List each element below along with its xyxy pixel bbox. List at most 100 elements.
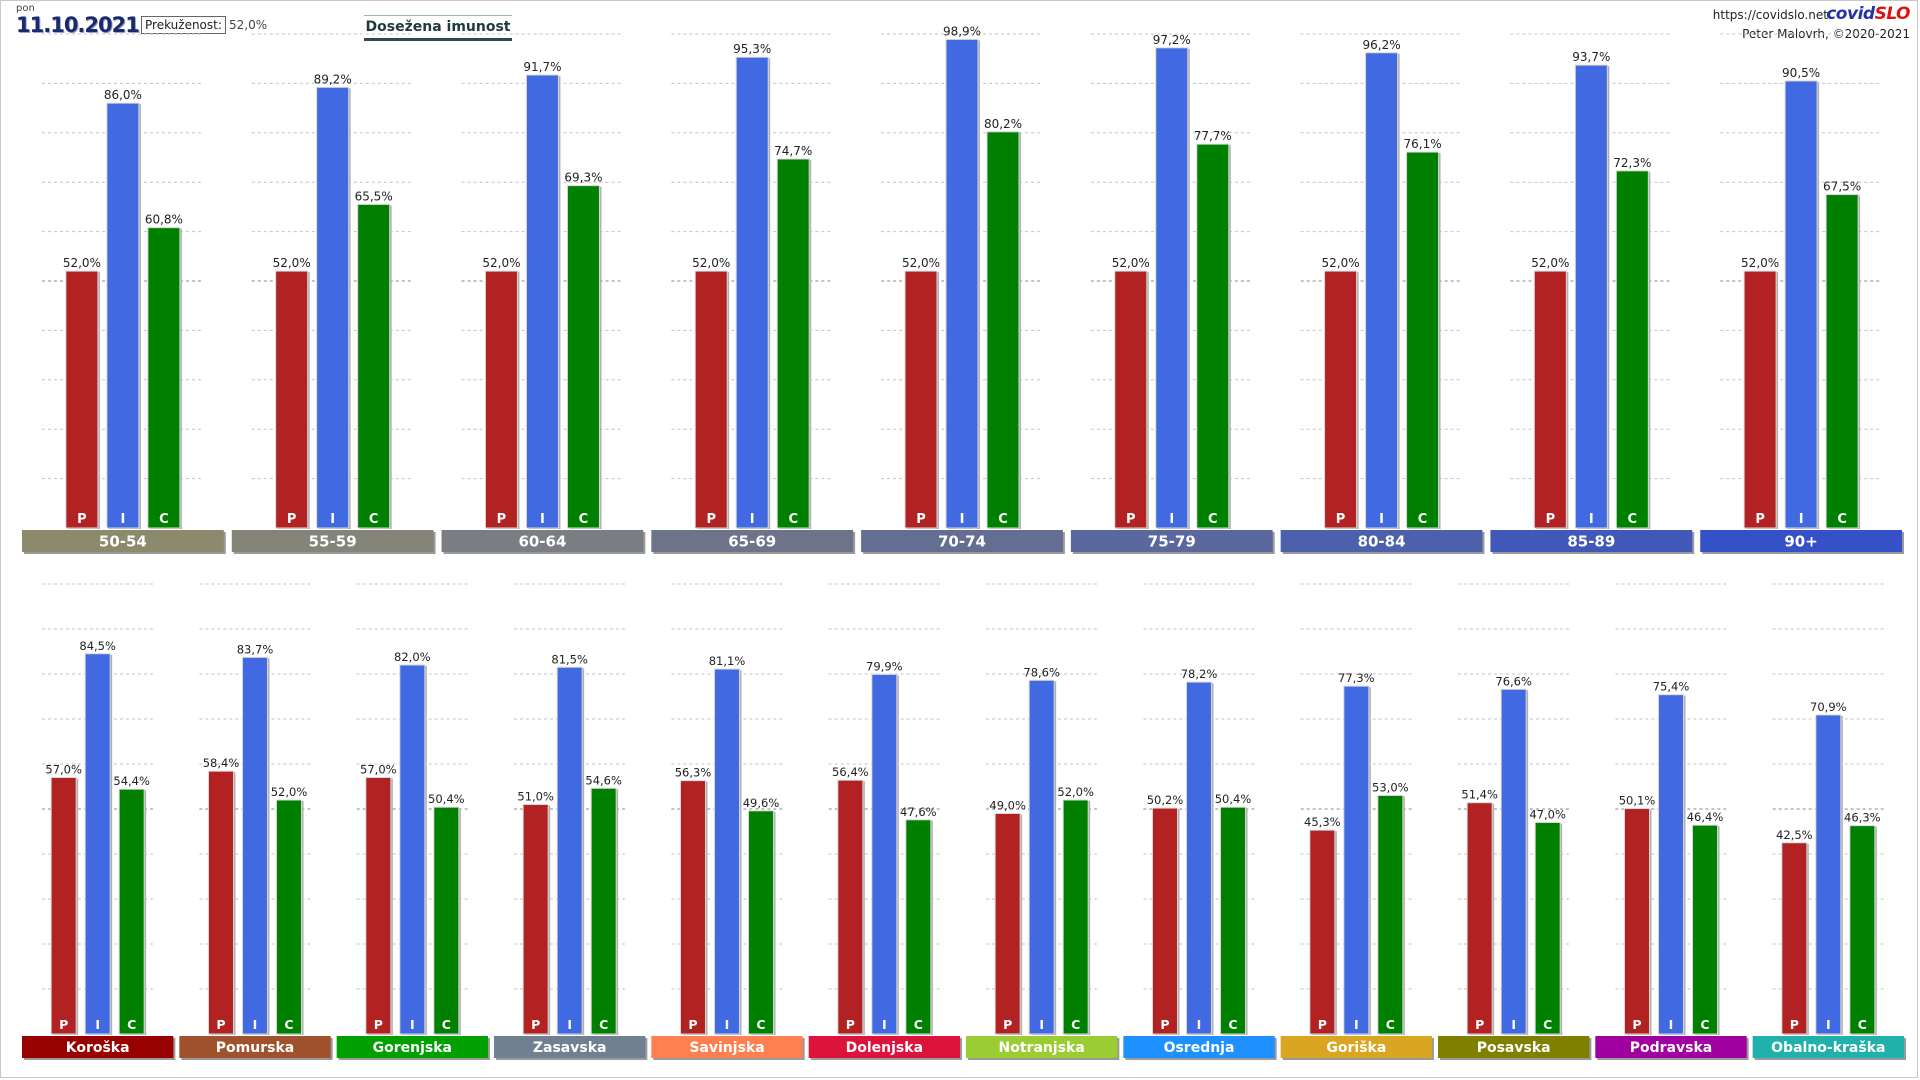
bar-letter: I: [1197, 1017, 1202, 1032]
bar-i-50-54: [106, 102, 140, 529]
bar-letter: P: [1160, 1017, 1169, 1032]
bar-c-75-79: [1196, 143, 1230, 529]
bar-p-60-64: [484, 270, 518, 529]
category-box-koroška: [22, 1036, 174, 1058]
bar-letter: P: [531, 1017, 540, 1032]
bar-p-85-89: [1533, 270, 1567, 529]
bar-c-podravska: [1692, 824, 1718, 1035]
prekuzenost-label: Prekuženost:: [141, 16, 226, 34]
data-label: 47,6%: [900, 805, 937, 819]
bar-c-gorenjska: [433, 806, 460, 1035]
data-label: 79,9%: [866, 659, 903, 673]
bar-letter: I: [1826, 1017, 1831, 1032]
category-box-goriška: [1280, 1036, 1432, 1058]
bar-letter: P: [1126, 512, 1136, 527]
bar-letter: C: [1071, 1017, 1080, 1032]
bar-letter: C: [1837, 512, 1847, 527]
bar-c-70-74: [986, 131, 1020, 529]
bar-i-obalno-kraška: [1815, 714, 1842, 1035]
data-label: 51,4%: [1461, 788, 1498, 802]
bar-c-zasavska: [590, 787, 617, 1035]
bar-letter: I: [410, 1017, 415, 1032]
data-label: 52,0%: [271, 785, 308, 799]
bar-letter: I: [1354, 1017, 1359, 1032]
data-label: 97,2%: [1153, 33, 1191, 47]
bar-letter: P: [374, 1017, 383, 1032]
bar-c-80-84: [1406, 151, 1440, 529]
bar-letter: I: [95, 1017, 100, 1032]
category-label: Obalno-kraška: [1771, 1040, 1885, 1056]
bar-letter: I: [1511, 1017, 1516, 1032]
bar-p-90-: [1743, 270, 1777, 529]
brand-logo-part2: SLO: [1874, 4, 1911, 24]
bar-p-gorenjska: [365, 777, 392, 1035]
data-label: 86,0%: [104, 88, 142, 102]
data-label: 65,5%: [355, 189, 393, 203]
bar-letter: I: [567, 1017, 572, 1032]
bar-letter: P: [1003, 1017, 1012, 1032]
bar-p-70-74: [904, 270, 938, 529]
category-box-notranjska: [966, 1036, 1118, 1058]
bar-p-55-59: [275, 270, 309, 529]
data-label: 50,4%: [1215, 792, 1252, 806]
bar-letter: C: [1418, 512, 1428, 527]
data-label: 50,2%: [1147, 793, 1184, 807]
data-label: 77,7%: [1194, 129, 1232, 143]
category-label: 80-84: [1358, 532, 1406, 550]
category-label: 90+: [1784, 532, 1817, 550]
data-label: 84,5%: [79, 639, 116, 653]
data-label: 81,5%: [551, 652, 588, 666]
bar-letter: I: [120, 512, 125, 527]
bar-letter: C: [1228, 1017, 1237, 1032]
bar-letter: C: [1386, 1017, 1395, 1032]
data-label: 80,2%: [984, 117, 1022, 131]
data-label: 74,7%: [774, 144, 812, 158]
bar-letter: I: [1669, 1017, 1674, 1032]
brand-logo: covidSLO: [1826, 4, 1910, 24]
category-label: 50-54: [99, 532, 147, 550]
bar-p-zasavska: [522, 804, 549, 1035]
data-label: 52,0%: [273, 256, 311, 270]
bar-i-goriška: [1343, 685, 1370, 1035]
data-label: 52,0%: [482, 256, 520, 270]
category-box-50-54: [22, 530, 224, 552]
data-label: 81,1%: [709, 654, 746, 668]
bar-c-koroška: [118, 788, 145, 1035]
bar-letter: I: [1799, 512, 1804, 527]
category-label: 75-79: [1148, 532, 1196, 550]
category-box-70-74: [861, 530, 1063, 552]
bar-letter: C: [756, 1017, 765, 1032]
data-label: 69,3%: [564, 171, 602, 185]
category-label: 55-59: [309, 532, 357, 550]
category-label: Zasavska: [533, 1040, 607, 1056]
bar-p-goriška: [1309, 829, 1336, 1035]
bar-letter: C: [159, 512, 169, 527]
category-box-90-: [1700, 530, 1902, 552]
category-label: 60-64: [518, 532, 566, 550]
bar-letter: I: [253, 1017, 258, 1032]
bar-i-koroška: [84, 653, 111, 1035]
data-label: 82,0%: [394, 650, 431, 664]
bar-letter: P: [497, 512, 507, 527]
bar-c-goriška: [1377, 795, 1404, 1035]
bar-i-posavska: [1500, 688, 1527, 1035]
bar-letter: P: [1336, 512, 1346, 527]
category-label: Koroška: [66, 1040, 130, 1056]
data-label: 53,0%: [1372, 781, 1409, 795]
source-link[interactable]: https://covidslo.net: [1712, 8, 1828, 22]
bar-i-55-59: [316, 86, 350, 529]
tab-dosezena-imunost[interactable]: Dosežena imunost: [364, 15, 512, 41]
data-label: 52,0%: [1321, 256, 1359, 270]
category-box-pomurska: [179, 1036, 331, 1058]
data-label: 52,0%: [902, 256, 940, 270]
bar-letter: C: [1543, 1017, 1552, 1032]
bar-i-savinjska: [714, 668, 740, 1035]
data-label: 52,0%: [1531, 256, 1569, 270]
data-label: 54,4%: [113, 774, 150, 788]
bar-c-90-: [1825, 194, 1859, 529]
category-label: Posavska: [1477, 1040, 1551, 1056]
bar-i-85-89: [1574, 64, 1608, 529]
category-label: Savinjska: [689, 1040, 764, 1056]
data-label: 90,5%: [1782, 66, 1820, 80]
bar-c-85-89: [1615, 170, 1649, 529]
